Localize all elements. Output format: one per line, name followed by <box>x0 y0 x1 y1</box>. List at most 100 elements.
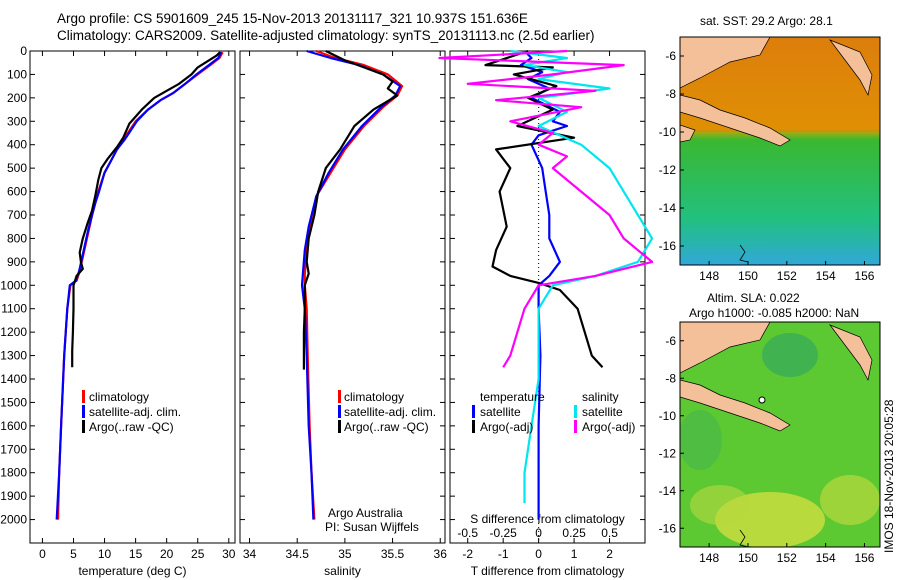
x-tick-label: -1 <box>498 547 509 561</box>
credit-org: Argo Australia <box>328 506 403 520</box>
map-x-tick-label: 156 <box>854 269 874 283</box>
y-tick-label: 1200 <box>0 325 27 339</box>
land-new-britain <box>828 39 873 97</box>
x-tick-label: 5 <box>70 547 77 561</box>
sla-map: Altim. SLA: 0.022 Argo h1000: -0.085 h20… <box>659 291 881 565</box>
map-x-tick-label: 150 <box>738 551 758 565</box>
legend-t-satellite: satellite <box>480 405 521 419</box>
legend-satellite-adj: satellite-adj. clim. <box>344 405 436 419</box>
x-tick-label: 36 <box>434 547 448 561</box>
panel-frame <box>29 50 236 544</box>
y-tick-label: 1100 <box>1 302 27 316</box>
map-y-tick-label: -12 <box>659 446 677 460</box>
difference-legend: temperature satellite Argo(-adj) salinit… <box>472 390 635 434</box>
map-x-tick-label: 152 <box>777 269 797 283</box>
x-axis-label: T difference from climatology <box>471 564 625 578</box>
x2-tick-label: -0.25 <box>490 526 518 540</box>
y-tick-label: 500 <box>7 161 27 175</box>
map-y-tick-label: -10 <box>659 409 677 423</box>
legend-climatology: climatology <box>89 390 149 404</box>
map-x-tick-label: 148 <box>699 551 719 565</box>
sst-map-frame <box>679 36 881 266</box>
y-tick-label: 1900 <box>0 489 27 503</box>
temperature-legend: climatology satellite-adj. clim. Argo(..… <box>82 390 181 434</box>
legend-salinity-heading: salinity <box>582 390 619 404</box>
y-tick-label: 200 <box>7 91 27 105</box>
x2-tick-label: 0.5 <box>601 526 618 540</box>
y-tick-label: 400 <box>7 138 27 152</box>
y-tick-label: 300 <box>7 114 27 128</box>
panel-frame <box>449 50 646 544</box>
x2-tick-label: 0.25 <box>562 526 586 540</box>
difference-profile-panel: -2 -1 0 1 2 T difference from climatology -0.5… <box>438 49 654 578</box>
y-tick-label: 600 <box>7 185 27 199</box>
y-tick-label: 100 <box>7 67 27 81</box>
x-tick-label: 30 <box>222 547 236 561</box>
legend-s-satellite: satellite <box>582 405 623 419</box>
y-tick-label: 700 <box>7 208 27 222</box>
legend-t-argo: Argo(-adj) <box>480 420 533 434</box>
map-y-tick-label: -16 <box>659 521 677 535</box>
map-y-tick-label: -8 <box>665 87 676 101</box>
y-tick-label: 1700 <box>0 442 27 456</box>
sla-map-frame <box>679 321 881 548</box>
x-tick-label: 20 <box>160 547 174 561</box>
y-tick-label: 900 <box>7 255 27 269</box>
series-line <box>484 49 604 369</box>
x-axis-label: salinity <box>324 564 361 578</box>
y-tick-label: 2000 <box>0 513 27 527</box>
series-line <box>302 50 399 370</box>
x-tick-label: 1 <box>571 547 578 561</box>
x2-tick-label: 0 <box>535 526 542 540</box>
map-x-tick-label: 156 <box>854 551 874 565</box>
map-x-tick-label: 148 <box>699 269 719 283</box>
land-papua-peninsula <box>680 94 791 147</box>
y-tick-label: 800 <box>7 231 27 245</box>
plot-title-line-2: Climatology: CARS2009. Satellite-adjuste… <box>57 28 595 43</box>
panel-frame <box>239 50 446 544</box>
series-line <box>303 49 404 520</box>
land-new-guinea <box>680 37 771 89</box>
temperature-profile-panel: 0 5 10 15 20 25 30 temperature (deg C) 0 100 200 30… <box>0 44 235 578</box>
map-y-tick-label: -8 <box>665 371 676 385</box>
plot-title-line-1: Argo profile: CS 5901609_245 15-Nov-2013… <box>57 11 528 26</box>
series-line <box>510 49 654 504</box>
sla-map-title-2: Argo h1000: -0.085 h2000: NaN <box>689 306 859 320</box>
map-x-tick-label: 154 <box>816 551 836 565</box>
x-tick-label: 34 <box>243 547 257 561</box>
map-x-tick-label: 150 <box>738 269 758 283</box>
map-y-tick-label: -6 <box>665 334 676 348</box>
y-tick-label: 1800 <box>0 466 27 480</box>
series-line <box>438 49 654 368</box>
y-tick-label: 1000 <box>0 278 27 292</box>
x2-tick-label: -0.5 <box>457 526 478 540</box>
series-line <box>71 51 221 368</box>
x-tick-label: 25 <box>191 547 205 561</box>
legend-satellite-adj: satellite-adj. clim. <box>89 405 181 419</box>
y-tick-label: 1400 <box>0 372 27 386</box>
x-tick-label: 2 <box>606 547 613 561</box>
land-new-britain <box>828 324 873 382</box>
x2-axis-label: S difference from climatology <box>470 512 625 526</box>
series-line <box>300 49 402 520</box>
sst-map: sat. SST: 29.2 Argo: 28.1 148 150 152 154 15… <box>659 14 881 283</box>
map-y-tick-label: -14 <box>659 484 677 498</box>
land-new-guinea <box>680 322 771 374</box>
map-y-tick-label: -6 <box>665 49 676 63</box>
y-tick-label: 1500 <box>0 395 27 409</box>
y-tick-label: 0 <box>20 44 27 58</box>
legend-argo: Argo(..raw -QC) <box>89 420 174 434</box>
map-x-tick-label: 154 <box>816 269 836 283</box>
x-tick-label: 15 <box>129 547 143 561</box>
salinity-profile-panel: 34 34.5 35 35.5 36 salinity <box>239 49 448 578</box>
map-y-tick-label: -14 <box>659 201 677 215</box>
legend-temperature-heading: temperature <box>480 390 545 404</box>
legend-argo: Argo(..raw -QC) <box>344 420 429 434</box>
x-axis-label: temperature (deg C) <box>78 564 186 578</box>
sla-map-title-1: Altim. SLA: 0.022 <box>707 291 800 305</box>
legend-s-argo: Argo(-adj) <box>582 420 635 434</box>
map-y-tick-label: -10 <box>659 125 677 139</box>
argo-float-marker <box>758 396 766 404</box>
imos-timestamp: IMOS 18-Nov-2013 20:05:28 <box>882 399 896 553</box>
